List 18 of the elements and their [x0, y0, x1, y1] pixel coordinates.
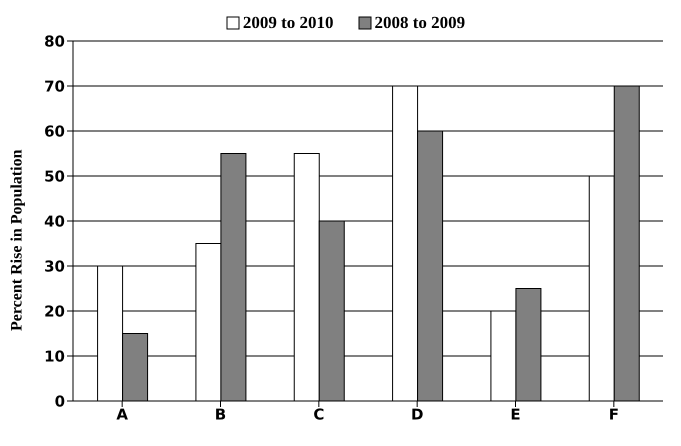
- y-tick-label: 70: [44, 77, 65, 96]
- y-tick-label: 20: [44, 302, 65, 320]
- x-tick-label: A: [116, 406, 128, 424]
- y-tick-label: 40: [44, 212, 65, 230]
- legend-label: 2009 to 2010: [242, 13, 334, 33]
- y-tick-label: 0: [54, 392, 65, 410]
- x-tick-label: F: [608, 406, 619, 424]
- y-tick-label: 80: [44, 32, 65, 50]
- x-tick-label: B: [214, 406, 226, 424]
- y-tick-label: 10: [44, 347, 65, 366]
- x-tick-label: D: [410, 406, 424, 424]
- y-tick-label: 60: [44, 122, 65, 140]
- x-tick-label: E: [510, 406, 521, 424]
- legend-label: 2008 to 2009: [374, 13, 466, 33]
- y-tick-label: 50: [44, 167, 65, 186]
- y-tick-label: 30: [44, 257, 65, 276]
- x-tick-label: C: [313, 406, 324, 424]
- y-axis-title: Percent Rise in Population: [8, 149, 26, 331]
